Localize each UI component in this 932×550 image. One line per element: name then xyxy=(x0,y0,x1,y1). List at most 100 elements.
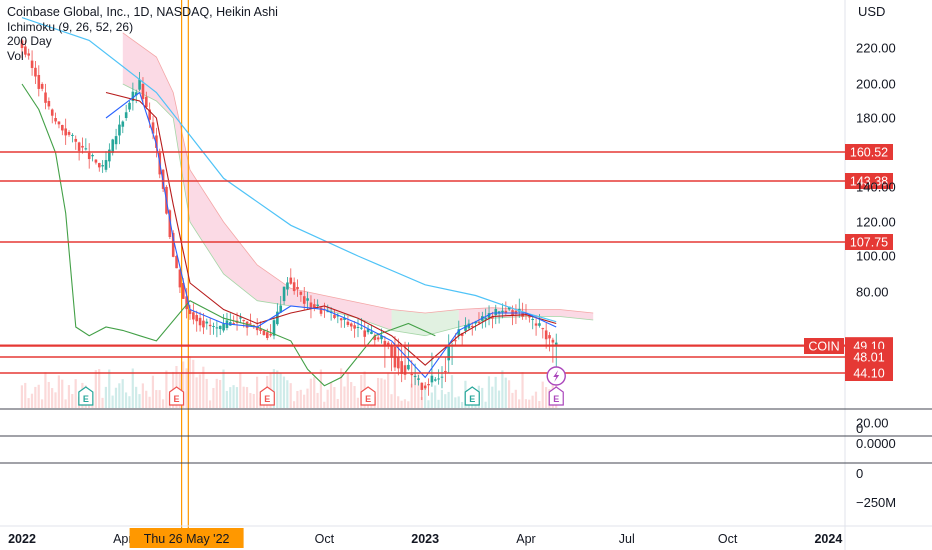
legend-volume[interactable]: Vol xyxy=(7,48,24,63)
crosshair-date-label: Thu 26 May '22 xyxy=(144,532,230,546)
candle-body xyxy=(306,298,309,301)
ma200-line xyxy=(21,17,557,323)
candle-body xyxy=(64,128,67,136)
earnings-marker[interactable]: E xyxy=(259,386,275,406)
volume-bar xyxy=(161,399,165,408)
candle-body xyxy=(128,102,131,110)
volume-bar xyxy=(30,393,34,408)
volume-bar xyxy=(407,401,410,408)
candle-body xyxy=(410,374,414,376)
symbol-badge xyxy=(804,338,844,354)
x-tick-label: Apr xyxy=(113,532,132,546)
volume-bar xyxy=(497,390,501,408)
candle-body xyxy=(131,91,135,101)
level-price-tag xyxy=(845,234,893,250)
earnings-marker[interactable]: E xyxy=(464,386,480,406)
candle-body xyxy=(501,310,504,313)
candle-body xyxy=(171,232,175,257)
candle-body xyxy=(390,344,393,358)
volume-bar xyxy=(303,394,306,408)
candle-body xyxy=(71,134,74,136)
candle-body xyxy=(265,332,269,339)
volume-bar xyxy=(208,400,212,408)
legend-ma200[interactable]: 200 Day xyxy=(7,34,52,48)
volume-bar xyxy=(434,385,437,408)
candle-body xyxy=(534,323,538,326)
volume-bar xyxy=(61,379,64,408)
candle-body xyxy=(447,344,451,361)
volume-bar xyxy=(276,370,279,408)
x-tick-label: 2024 xyxy=(814,532,842,546)
candle-body xyxy=(30,60,34,68)
candle-body xyxy=(255,326,259,331)
volume-bar xyxy=(57,375,60,408)
volume-bar xyxy=(40,399,44,408)
sub-pane-tick-label: 0 xyxy=(856,421,863,436)
volume-bar xyxy=(51,388,54,408)
volume-bar xyxy=(289,383,292,408)
candle-body xyxy=(407,364,410,370)
volume-bar xyxy=(20,385,23,408)
candle-body xyxy=(346,321,350,325)
volume-bar xyxy=(131,368,134,408)
candle-body xyxy=(24,46,27,55)
candle-body xyxy=(360,327,363,329)
volume-bar xyxy=(329,382,333,408)
x-tick-label: Jul xyxy=(619,532,635,546)
candle-body xyxy=(94,159,98,163)
volume-bar xyxy=(256,376,259,408)
volume-bar xyxy=(215,378,218,408)
volume-bar xyxy=(124,392,128,408)
candle-body xyxy=(286,282,289,290)
candle-body xyxy=(400,361,403,374)
volume-bar xyxy=(54,392,57,408)
volume-bar xyxy=(98,369,101,408)
volume-bar xyxy=(225,390,228,408)
candle-body xyxy=(138,79,141,90)
candle-body xyxy=(124,112,128,118)
candle-body xyxy=(457,329,461,336)
y-tick-label: 180.00 xyxy=(856,111,896,126)
candle-body xyxy=(494,308,498,316)
candle-body xyxy=(363,330,367,337)
earnings-marker[interactable]: E xyxy=(360,386,376,406)
candle-body xyxy=(554,342,558,345)
candle-body xyxy=(376,337,380,340)
candle-body xyxy=(141,84,145,100)
y-tick-label: 80.00 xyxy=(856,285,889,300)
candle-body xyxy=(528,316,531,318)
candle-body xyxy=(111,139,115,153)
earnings-marker-label: E xyxy=(469,394,475,404)
crosshair-date-badge xyxy=(129,528,244,548)
volume-bar xyxy=(192,359,195,408)
earnings-marker[interactable]: E xyxy=(78,386,94,406)
candle-body xyxy=(417,378,420,380)
volume-bar xyxy=(205,378,208,408)
candle-body xyxy=(343,317,346,320)
earnings-marker-shape xyxy=(259,386,275,406)
volume-bar xyxy=(229,387,232,408)
x-tick-label: Oct xyxy=(718,532,738,546)
volume-bar xyxy=(427,400,430,408)
candle-body xyxy=(77,142,81,151)
candle-body xyxy=(383,340,387,347)
candle-body xyxy=(215,327,219,329)
earnings-marker[interactable]: E xyxy=(168,386,185,406)
legend-ichimoku[interactable]: Ichimoku (9, 26, 52, 26) xyxy=(7,19,134,34)
candle-body xyxy=(309,302,313,309)
volume-bar xyxy=(454,397,457,408)
volume-bar xyxy=(518,399,521,408)
volume-bar xyxy=(198,374,202,408)
volume-bar xyxy=(222,369,225,408)
level-price-tag xyxy=(845,173,893,189)
volume-bar xyxy=(528,399,531,408)
candle-body xyxy=(20,40,24,49)
volume-bar xyxy=(279,372,282,408)
candle-body xyxy=(296,286,299,290)
volume-bar xyxy=(444,394,447,408)
volume-bar xyxy=(336,398,339,408)
volume-bar xyxy=(481,387,484,408)
earnings-marker[interactable]: E xyxy=(548,386,564,406)
volume-bar xyxy=(323,401,326,408)
